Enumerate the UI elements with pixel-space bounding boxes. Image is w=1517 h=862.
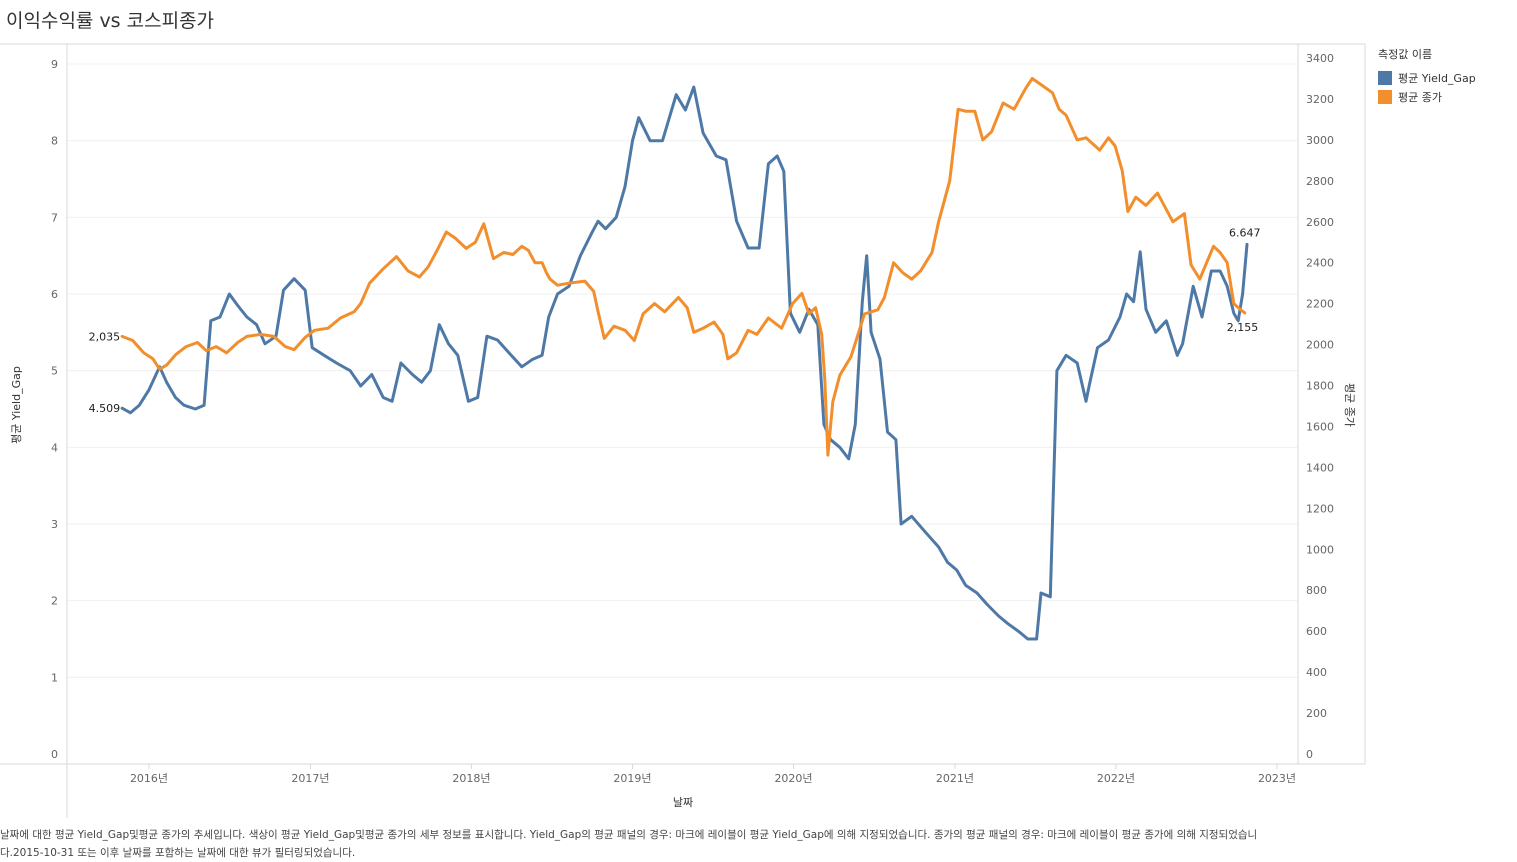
legend-title: 측정값 이름	[1378, 48, 1433, 61]
chart-caption: 날짜에 대한 평균 Yield_Gap및평균 종가의 추세입니다. 색상이 평균…	[0, 829, 1258, 859]
series-lines	[120, 77, 1249, 641]
y-right-tick-label: 0	[1306, 748, 1313, 761]
y-right-tick-label: 1000	[1306, 543, 1334, 556]
y-left-tick-label: 0	[51, 748, 58, 761]
x-tick-label: 2023년	[1258, 772, 1296, 785]
y-right-tick-label: 2600	[1306, 216, 1334, 229]
y-right-tick-label: 2400	[1306, 257, 1334, 270]
legend-swatch-close-price	[1378, 89, 1392, 104]
y-left-tick-label: 8	[51, 135, 58, 148]
y-right-tick-label: 2000	[1306, 339, 1334, 352]
axis-ticks: 0 1 2 3 4 5 6 7 8 9 0 200 400 600 800 1000 1200 1400 1600 1…	[51, 52, 1334, 785]
x-tick-label: 2022년	[1097, 772, 1135, 785]
x-tick-label: 2017년	[291, 772, 329, 785]
legend-swatch-yield-gap	[1378, 70, 1392, 85]
y-left-tick-label: 5	[51, 365, 58, 378]
y-left-tick-label: 6	[51, 288, 58, 301]
y-right-tick-label: 200	[1306, 707, 1327, 720]
y-right-tick-label: 400	[1306, 666, 1327, 679]
y-right-tick-label: 3400	[1306, 52, 1334, 65]
y-axis-left-title: 평균 Yield_Gap	[10, 366, 23, 444]
y-right-tick-label: 2800	[1306, 175, 1334, 188]
y-right-tick-label: 3000	[1306, 134, 1334, 147]
chart-title: 이익수익률 vs 코스피종가	[6, 10, 215, 32]
y-right-tick-label: 1200	[1306, 502, 1334, 515]
series-line-yield-gap[interactable]	[120, 85, 1249, 641]
y-left-tick-label: 9	[51, 58, 58, 71]
y-right-tick-label: 800	[1306, 584, 1327, 597]
legend: 측정값 이름 평균 Yield_Gap 평균 종가	[1378, 46, 1476, 106]
legend-item-close-price[interactable]: 평균 종가	[1378, 87, 1476, 106]
x-tick-label: 2020년	[774, 772, 812, 785]
legend-label-close-price: 평균 종가	[1398, 90, 1442, 104]
y-right-tick-label: 2200	[1306, 298, 1334, 311]
x-tick-label: 2018년	[452, 772, 490, 785]
y-right-tick-label: 3200	[1306, 93, 1334, 106]
x-axis-title: 날짜	[673, 796, 693, 809]
y-right-tick-label: 600	[1306, 625, 1327, 638]
x-tick-label: 2016년	[130, 772, 168, 785]
data-labels: 4.509 6.647 2,035 2,155	[89, 226, 1261, 415]
legend-label-yield-gap: 평균 Yield_Gap	[1398, 71, 1476, 85]
start-label-close-price: 2,035	[89, 330, 121, 343]
legend-item-yield-gap[interactable]: 평균 Yield_Gap	[1378, 68, 1476, 87]
y-left-tick-label: 7	[51, 211, 58, 224]
series-line-close-price[interactable]	[120, 77, 1247, 457]
y-left-tick-label: 3	[51, 518, 58, 531]
end-label-yield-gap: 6.647	[1229, 226, 1261, 239]
chart-frame	[0, 43, 1366, 818]
y-left-tick-label: 2	[51, 595, 58, 608]
x-tick-label: 2019년	[613, 772, 651, 785]
x-tick-label: 2021년	[936, 772, 974, 785]
y-axis-right-title: 평균 종가	[1343, 383, 1356, 427]
y-left-tick-label: 4	[51, 441, 58, 454]
y-right-tick-label: 1800	[1306, 380, 1334, 393]
gridlines	[67, 63, 1298, 678]
y-right-tick-label: 1400	[1306, 461, 1334, 474]
end-label-close-price: 2,155	[1227, 321, 1259, 334]
y-right-tick-label: 1600	[1306, 420, 1334, 433]
y-left-tick-label: 1	[51, 671, 58, 684]
start-label-yield-gap: 4.509	[89, 402, 121, 415]
